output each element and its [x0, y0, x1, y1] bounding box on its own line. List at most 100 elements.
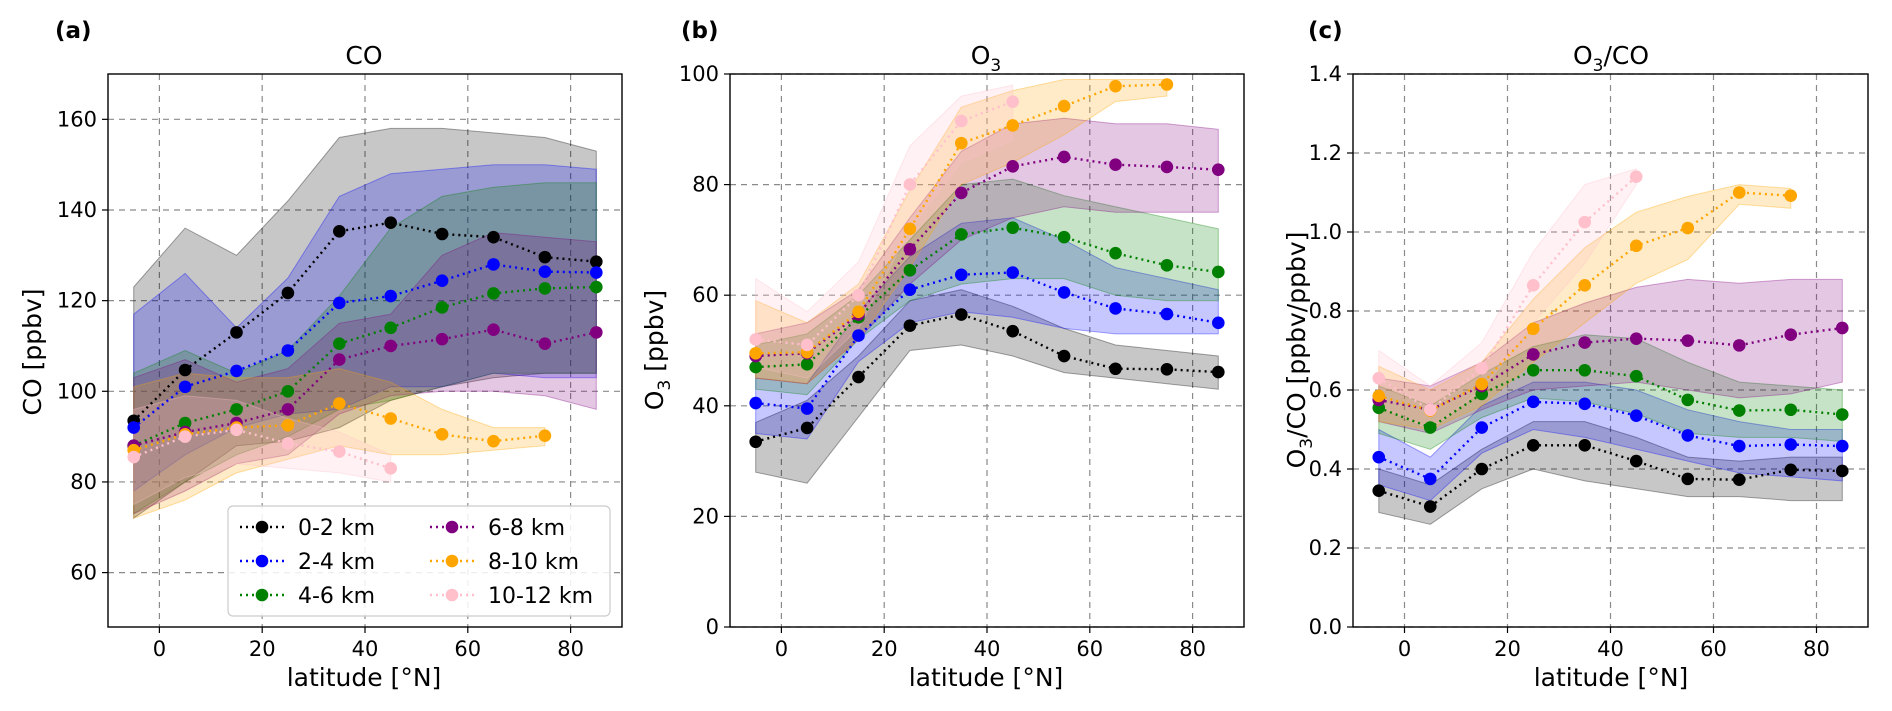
series-line-10-12km [1378, 175, 1638, 412]
data-point [1423, 403, 1437, 417]
data-point [852, 329, 865, 342]
data-point [1784, 403, 1798, 417]
data-point [800, 421, 814, 435]
data-point [1372, 389, 1386, 403]
data-point [1629, 170, 1643, 183]
data-point [1784, 438, 1798, 451]
data-point [1784, 328, 1798, 342]
data-point [1212, 316, 1225, 330]
data-point [955, 136, 968, 150]
data-point [487, 230, 500, 244]
data-point [435, 274, 449, 287]
data-point [333, 337, 346, 351]
y-tick-label: 120 [57, 289, 97, 313]
data-point [1835, 408, 1849, 421]
data-point [1629, 369, 1643, 383]
legend-label: 6-8 km [488, 516, 565, 541]
data-point [1681, 472, 1695, 486]
panel-label: (c) [1308, 18, 1343, 44]
data-point [1681, 429, 1695, 442]
data-point [1732, 404, 1746, 417]
band-6-8km [133, 232, 597, 515]
x-tick-label: 80 [557, 637, 584, 661]
x-tick-label: 20 [249, 637, 276, 661]
data-point [1526, 439, 1540, 452]
band-0-2km [755, 289, 1219, 484]
legend-marker [445, 554, 459, 568]
y-tick-label: 0.4 [1309, 457, 1342, 481]
data-point [333, 397, 346, 410]
data-point [1526, 279, 1540, 292]
y-axis-label: O3 [ppbv] [640, 290, 675, 410]
uncertainty-bands [1378, 168, 1843, 525]
data-point [384, 321, 398, 335]
data-point [1057, 286, 1071, 299]
data-point [1109, 79, 1122, 93]
data-point [1681, 393, 1695, 407]
x-tick-label: 0 [1398, 637, 1411, 661]
data-point [230, 364, 243, 378]
data-point [749, 435, 762, 449]
y-tick-label: 0.8 [1309, 299, 1342, 323]
data-point [1372, 450, 1386, 464]
data-point [749, 396, 762, 410]
data-point [590, 326, 603, 339]
legend-label: 0-2 km [298, 516, 375, 541]
y-tick-label: 0 [706, 615, 719, 639]
data-point [384, 216, 398, 229]
data-point [903, 243, 917, 256]
panel-label: (b) [681, 18, 719, 44]
data-point [1006, 160, 1019, 173]
x-axis-label: latitude [°N] [287, 663, 442, 692]
data-point [1475, 377, 1489, 391]
data-point [1006, 119, 1019, 132]
panel-b: (b) O3 latitude [°N] O3 [ppbv] 0 20 40 60 80… [640, 18, 1245, 692]
data-point [903, 283, 917, 296]
data-point [333, 224, 346, 238]
legend-label: 10-12 km [488, 584, 593, 609]
series-lines [127, 216, 603, 475]
plot-title: CO [345, 41, 382, 70]
data-point [435, 301, 449, 314]
data-point [1526, 322, 1540, 336]
y-axis-label: CO [ppbv] [18, 289, 47, 416]
data-point [1475, 361, 1489, 375]
data-point [1784, 189, 1798, 202]
data-point [1578, 439, 1592, 452]
band-4-6km [755, 178, 1219, 396]
data-point [955, 268, 968, 282]
legend-item: 0-2 km [240, 516, 375, 541]
y-tick-label: 160 [57, 107, 97, 131]
y-tick-label: 0.6 [1309, 378, 1342, 402]
legend-label: 8-10 km [488, 550, 579, 575]
legend-item: 8-10 km [430, 550, 579, 575]
y-tick-label: 1.4 [1309, 62, 1342, 86]
ticks: 0 20 40 60 80 60 80 100 120 140 160 [57, 107, 584, 661]
series-line-8-10km [133, 402, 546, 452]
data-point [538, 265, 552, 278]
data-point [1629, 454, 1643, 468]
data-point [749, 360, 762, 374]
data-point [178, 363, 192, 377]
data-point [178, 430, 192, 443]
data-point [435, 227, 449, 241]
series-lines [1372, 170, 1849, 513]
data-point [1784, 463, 1798, 477]
series-line-8-10km [755, 83, 1167, 355]
series-line-4-6km [1378, 369, 1843, 429]
x-tick-label: 80 [1803, 637, 1830, 661]
band-10-12km [755, 84, 1014, 379]
x-tick-label: 40 [974, 637, 1001, 661]
data-point [1526, 395, 1540, 409]
series-line-0-2km [755, 313, 1219, 443]
band-10-12km [133, 395, 392, 506]
data-point [852, 305, 865, 319]
legend-marker [255, 588, 269, 602]
data-point [1732, 186, 1746, 199]
data-point [1109, 246, 1122, 260]
legend-marker [445, 520, 459, 534]
data-point [1526, 363, 1540, 377]
legend-label: 2-4 km [298, 550, 375, 575]
series-line-2-4km [1378, 400, 1843, 481]
